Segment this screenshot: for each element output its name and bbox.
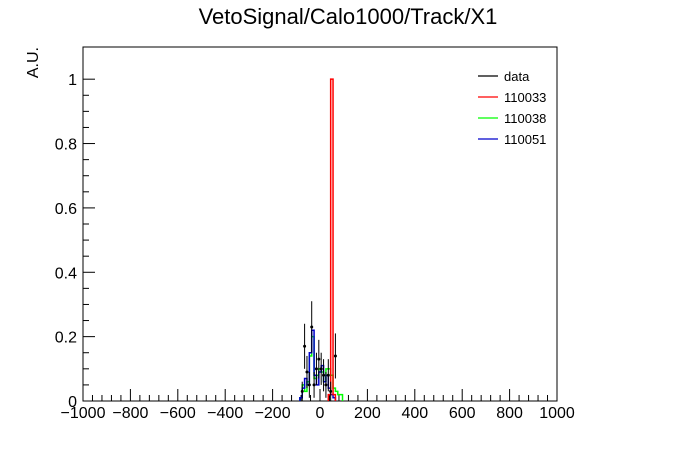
data-point: [326, 373, 330, 377]
data-point: [324, 383, 328, 387]
data-point: [300, 389, 304, 393]
chart-title: VetoSignal/Calo1000/Track/X1: [198, 4, 498, 29]
data-point: [305, 370, 309, 374]
data-point: [319, 367, 323, 371]
x-tick-label: 800: [496, 405, 523, 422]
x-tick-label: −600: [160, 405, 196, 422]
x-tick-label: −1000: [61, 405, 106, 422]
legend-label-110038: 110038: [504, 111, 546, 126]
data-point: [303, 344, 307, 348]
legend-label-110033: 110033: [504, 90, 546, 105]
x-tick-label: 400: [401, 405, 428, 422]
x-tick-label: −200: [255, 405, 291, 422]
x-tick-label: 600: [449, 405, 476, 422]
x-tick-label: 200: [354, 405, 381, 422]
x-tick-label: −400: [207, 405, 243, 422]
y-tick-label: 0.4: [55, 265, 77, 282]
data-point: [314, 367, 318, 371]
x-tick-label: −800: [112, 405, 148, 422]
x-tick-label: 0: [316, 405, 325, 422]
y-axis-label: A.U.: [25, 47, 42, 78]
data-point: [322, 373, 326, 377]
plot-frame: [82, 46, 558, 402]
y-tick-label: 0.8: [55, 137, 77, 154]
data-point: [333, 354, 337, 358]
y-tick-label: 0: [68, 394, 77, 411]
data-point: [307, 383, 311, 387]
series-110033-histogram: [327, 78, 337, 401]
data-point: [329, 389, 333, 393]
legend-label-110051: 110051: [504, 132, 546, 147]
y-tick-label: 0.6: [55, 201, 77, 218]
data-point: [310, 325, 314, 329]
legend-label-data: data: [504, 69, 530, 84]
y-tick-label: 0.2: [55, 330, 77, 347]
data-point: [312, 383, 316, 387]
y-tick-label: 1: [68, 72, 77, 89]
data-point: [317, 357, 321, 361]
x-tick-label: 1000: [539, 405, 575, 422]
